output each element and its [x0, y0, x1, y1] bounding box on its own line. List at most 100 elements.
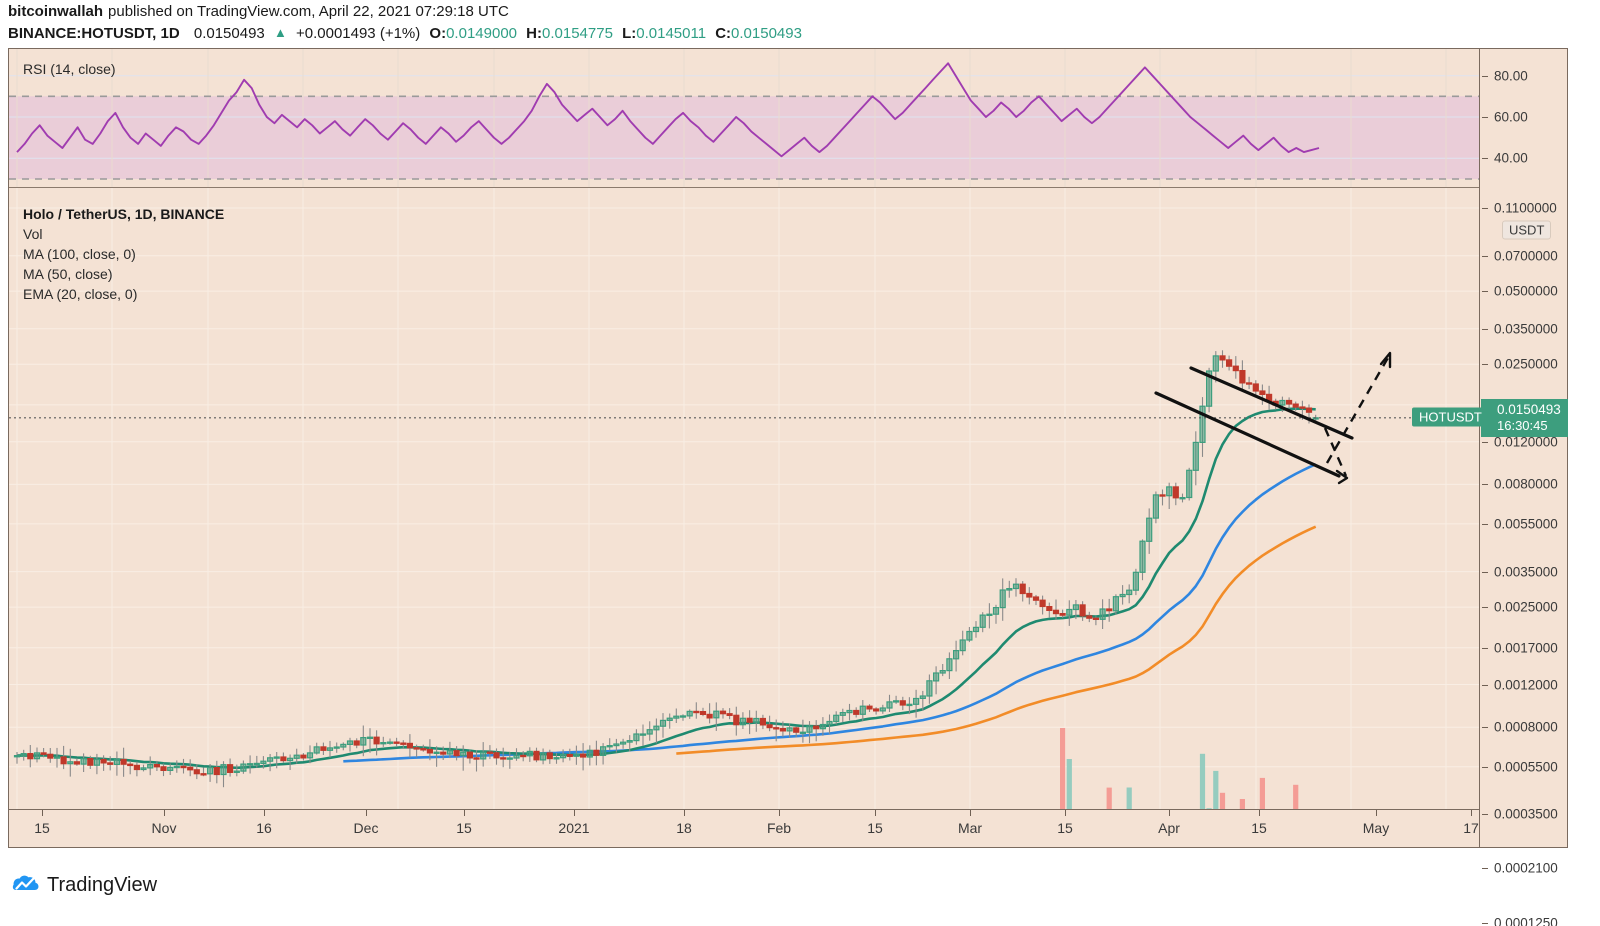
time-axis-tick	[684, 810, 685, 816]
footer: TradingView	[12, 868, 157, 902]
price-axis-tick	[1482, 484, 1488, 486]
price-axis-label: 0.0012000	[1494, 677, 1558, 692]
time-axis-label: 15	[1251, 820, 1267, 836]
quote-line: BINANCE:HOTUSDT, 1D 0.0150493 ▲ +0.00014…	[8, 25, 802, 42]
high-value: 0.0154775	[542, 25, 613, 42]
time-axis-tick	[875, 810, 876, 816]
price-axis-label: 0.0250000	[1494, 356, 1558, 372]
price-axis[interactable]: 80.00 60.00 40.00 0.1100000 0.0700000 0.05000…	[1479, 49, 1568, 926]
time-axis-tick	[779, 810, 780, 816]
time-axis-label: 18	[676, 820, 692, 836]
legend-ma50[interactable]: MA (50, close)	[23, 266, 113, 282]
time-axis-tick	[464, 810, 465, 816]
symbol-price-tag[interactable]: HOTUSDT	[1412, 407, 1489, 427]
legend-volume[interactable]: Vol	[23, 226, 43, 242]
pane-separator	[9, 187, 1479, 188]
time-axis-tick	[1169, 810, 1170, 816]
time-axis-label: Dec	[353, 820, 379, 836]
tradingview-logo-icon	[12, 875, 39, 890]
price-pane[interactable]: Holo / TetherUS, 1D, BINANCE Vol MA (100…	[9, 188, 1479, 847]
time-axis-tick	[42, 810, 43, 816]
price-axis-tick	[1482, 255, 1488, 257]
close-value: 0.0150493	[731, 25, 802, 42]
rsi-axis-tick	[1482, 75, 1488, 77]
open-label: O:	[429, 25, 447, 42]
time-axis-tick	[1065, 810, 1066, 816]
price-axis-label: 0.0005500	[1494, 759, 1558, 775]
chart-header: bitcoinwallah published on TradingView.co…	[0, 0, 1600, 48]
price-axis-tick	[1482, 647, 1488, 649]
price-axis-tick	[1482, 923, 1488, 924]
price-axis-tick	[1482, 607, 1488, 609]
publisher-line: bitcoinwallah published on TradingView.co…	[8, 3, 509, 20]
time-axis-label: Mar	[957, 820, 983, 836]
price-axis-label: 0.0003500	[1494, 806, 1558, 822]
price-change: +0.0001493 (+1%)	[295, 25, 421, 42]
time-axis-label: May	[1362, 820, 1390, 836]
price-axis-label: 0.0350000	[1494, 321, 1558, 337]
price-axis-label: 0.0035000	[1494, 564, 1558, 580]
current-price-tag[interactable]: 0.0150493 16:30:45	[1481, 398, 1568, 437]
bar-countdown: 16:30:45	[1497, 417, 1548, 433]
time-axis-label: Feb	[766, 820, 792, 836]
up-triangle-icon: ▲	[273, 25, 287, 40]
time-axis-label: 15	[1057, 820, 1073, 836]
time-axis-label: 15	[867, 820, 883, 836]
price-axis-label: 0.1100000	[1494, 200, 1557, 216]
chart-frame[interactable]: RSI (14, close) Holo / TetherUS, 1D, BIN…	[8, 48, 1568, 926]
price-axis-tick	[1482, 868, 1488, 870]
low-value: 0.0145011	[636, 25, 707, 42]
price-axis-label: 0.0001250	[1494, 915, 1558, 926]
legend-title[interactable]: Holo / TetherUS, 1D, BINANCE	[23, 206, 225, 222]
time-axis-tick	[264, 810, 265, 816]
time-axis-label: 2021	[558, 820, 590, 836]
price-axis-tick	[1482, 523, 1488, 525]
last-price: 0.0150493	[193, 25, 265, 42]
time-axis-label: Nov	[151, 820, 177, 836]
time-axis[interactable]: 15 Nov 16 Dec 15 2021 18 Feb 15 Mar 15 Apr 15 May 17	[9, 809, 1479, 847]
price-axis-label: 0.0080000	[1494, 476, 1558, 492]
symbol-label: BINANCE:HOTUSDT, 1D	[8, 25, 180, 42]
rsi-chart	[9, 49, 1479, 187]
price-axis-tick	[1482, 684, 1488, 686]
price-chart	[9, 188, 1479, 847]
author-name: bitcoinwallah	[8, 3, 104, 20]
legend-ema20[interactable]: EMA (20, close, 0)	[23, 286, 138, 302]
price-axis-tick	[1482, 571, 1488, 573]
price-axis-tick	[1482, 814, 1488, 816]
time-axis-label: 15	[34, 820, 50, 836]
price-axis-tick	[1482, 208, 1488, 209]
price-axis-label: 0.0700000	[1494, 248, 1558, 264]
time-axis-tick	[1471, 810, 1472, 816]
time-axis-tick	[1376, 810, 1377, 816]
time-axis-label: Apr	[1158, 820, 1180, 836]
time-axis-tick	[574, 810, 575, 816]
price-axis-label: 0.0017000	[1494, 640, 1558, 656]
time-axis-label: 16	[256, 820, 272, 836]
low-label: L:	[622, 25, 637, 42]
open-value: 0.0149000	[446, 25, 517, 42]
price-axis-label: 0.0002100	[1494, 860, 1558, 876]
price-axis-label: 0.0008000	[1494, 719, 1558, 735]
rsi-axis-tick	[1482, 117, 1488, 118]
time-axis-tick	[970, 810, 971, 816]
price-axis-label: 0.0120000	[1494, 434, 1558, 450]
price-axis-tick	[1482, 328, 1488, 330]
high-label: H:	[526, 25, 542, 42]
rsi-axis-tick	[1482, 158, 1488, 160]
legend-ma100[interactable]: MA (100, close, 0)	[23, 246, 136, 262]
time-axis-label: 15	[456, 820, 472, 836]
rsi-legend[interactable]: RSI (14, close)	[23, 61, 116, 77]
price-axis-tick	[1482, 364, 1488, 366]
time-axis-tick	[366, 810, 367, 816]
current-price-value: 0.0150493	[1497, 401, 1561, 417]
price-axis-label: 0.0500000	[1494, 283, 1558, 299]
rsi-axis-label: 40.00	[1494, 150, 1528, 166]
price-axis-tick	[1482, 441, 1488, 443]
time-axis-tick	[164, 810, 165, 816]
close-label: C:	[715, 25, 732, 42]
plot-area[interactable]: RSI (14, close) Holo / TetherUS, 1D, BIN…	[9, 49, 1479, 847]
price-legend: Holo / TetherUS, 1D, BINANCE Vol MA (100…	[23, 204, 224, 304]
time-axis-label: 17	[1463, 820, 1479, 836]
rsi-pane[interactable]: RSI (14, close)	[9, 49, 1479, 187]
